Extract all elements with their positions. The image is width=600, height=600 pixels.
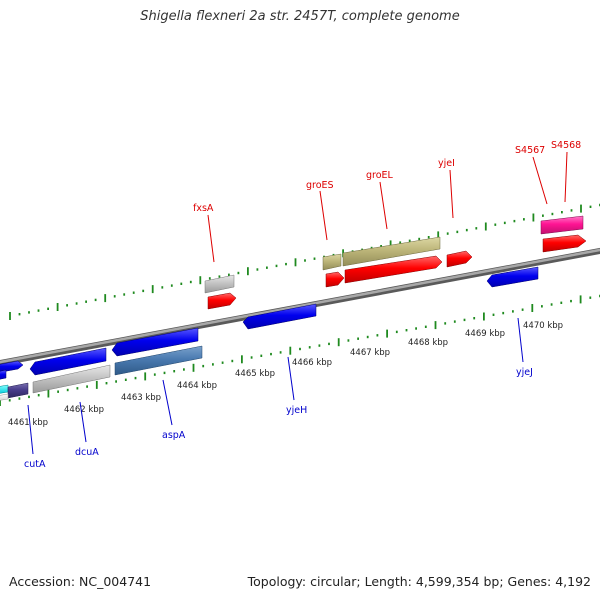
gene-label-cutA[interactable]: cutA (24, 459, 46, 470)
gene-label-aspA[interactable]: aspA (162, 430, 186, 441)
scale-label-4464: 4464 kbp (177, 381, 217, 391)
gene-label-S4567[interactable]: S4567 (515, 145, 545, 156)
genome-title: Shigella flexneri 2a str. 2457T, complet… (140, 9, 460, 24)
gene-feature-partial-navy[interactable] (7, 382, 29, 399)
leader-line-fxsA (207, 214, 215, 263)
gene-feature-groES-red[interactable] (325, 271, 345, 288)
gene-label-S4568[interactable]: S4568 (551, 140, 581, 151)
scale-label-4466: 4466 kbp (292, 358, 332, 368)
gene-label-yjeJ[interactable]: yjeJ (516, 367, 533, 378)
gene-feature-yjeH-blue[interactable] (242, 303, 317, 330)
scale-labels: 4461 kbp 4462 kbp 4463 kbp 4464 kbp 4465… (8, 321, 563, 428)
gene-feature-dcuA-gray[interactable] (32, 364, 111, 394)
upper-gene-labels: fxsA groES groEL yjeI S4567 S4568 (193, 140, 581, 263)
leader-line-yjeI (449, 169, 454, 219)
gene-feature-groEL-khaki[interactable] (342, 236, 441, 267)
gene-feature-partial-cyan[interactable] (0, 384, 9, 394)
scale-label-4467: 4467 kbp (350, 348, 390, 358)
gene-features (0, 215, 587, 401)
gene-feature-yjeI-red[interactable] (446, 250, 473, 268)
lower-tick-track (0, 294, 600, 406)
gene-label-yjeI[interactable]: yjeI (438, 158, 455, 169)
gene-feature-partial-silver[interactable] (0, 393, 9, 401)
scale-label-4468: 4468 kbp (408, 338, 448, 348)
leader-line-groEL (379, 181, 388, 230)
leader-line-groES (319, 190, 328, 241)
lower-gene-labels: cutA dcuA aspA yjeH yjeJ (24, 317, 533, 470)
scale-label-4461: 4461 kbp (8, 418, 48, 428)
gene-feature-S4568-red[interactable] (542, 234, 587, 253)
gene-label-fxsA[interactable]: fxsA (193, 203, 214, 214)
gene-feature-groES-khaki[interactable] (322, 253, 342, 271)
scale-label-4465: 4465 kbp (235, 369, 275, 379)
gene-feature-dcuA-region-blue[interactable] (29, 347, 107, 376)
upper-tick-track (9, 203, 600, 320)
gene-feature-partial-blue-2[interactable] (0, 369, 7, 380)
scale-label-4462: 4462 kbp (64, 405, 104, 415)
gene-feature-yjeJ-blue[interactable] (486, 266, 539, 288)
accession-text: Accession: NC_004741 (9, 574, 152, 589)
gene-label-yjeH[interactable]: yjeH (286, 405, 307, 416)
leader-line-aspA (162, 379, 173, 426)
gene-label-groES[interactable]: groES (306, 180, 334, 191)
gene-feature-groEL-red[interactable] (344, 255, 443, 284)
gene-feature-aspA-steelblue[interactable] (114, 345, 203, 376)
topology-text: Topology: circular; Length: 4,599,354 bp… (247, 574, 591, 589)
gene-feature-fxsA-red[interactable] (207, 292, 237, 310)
scale-label-4463: 4463 kbp (121, 393, 161, 403)
gene-label-groEL[interactable]: groEL (366, 170, 394, 181)
gene-label-dcuA[interactable]: dcuA (75, 447, 99, 458)
leader-line-S4567 (532, 156, 548, 205)
leader-line-cutA (27, 404, 34, 455)
leader-line-S4568 (564, 151, 568, 203)
gene-feature-fxsA-gray[interactable] (204, 274, 235, 294)
leader-line-yjeH (287, 356, 295, 401)
leader-line-dcuA (79, 401, 87, 443)
leader-line-yjeJ (517, 317, 524, 363)
gene-feature-aspA-region-blue[interactable] (111, 327, 199, 357)
scale-label-4469: 4469 kbp (465, 329, 505, 339)
genome-backbone (0, 247, 600, 367)
scale-label-4470: 4470 kbp (523, 321, 563, 331)
gene-feature-S4567-pink[interactable] (540, 215, 584, 235)
gene-feature-partial-blue-1[interactable] (0, 360, 24, 373)
